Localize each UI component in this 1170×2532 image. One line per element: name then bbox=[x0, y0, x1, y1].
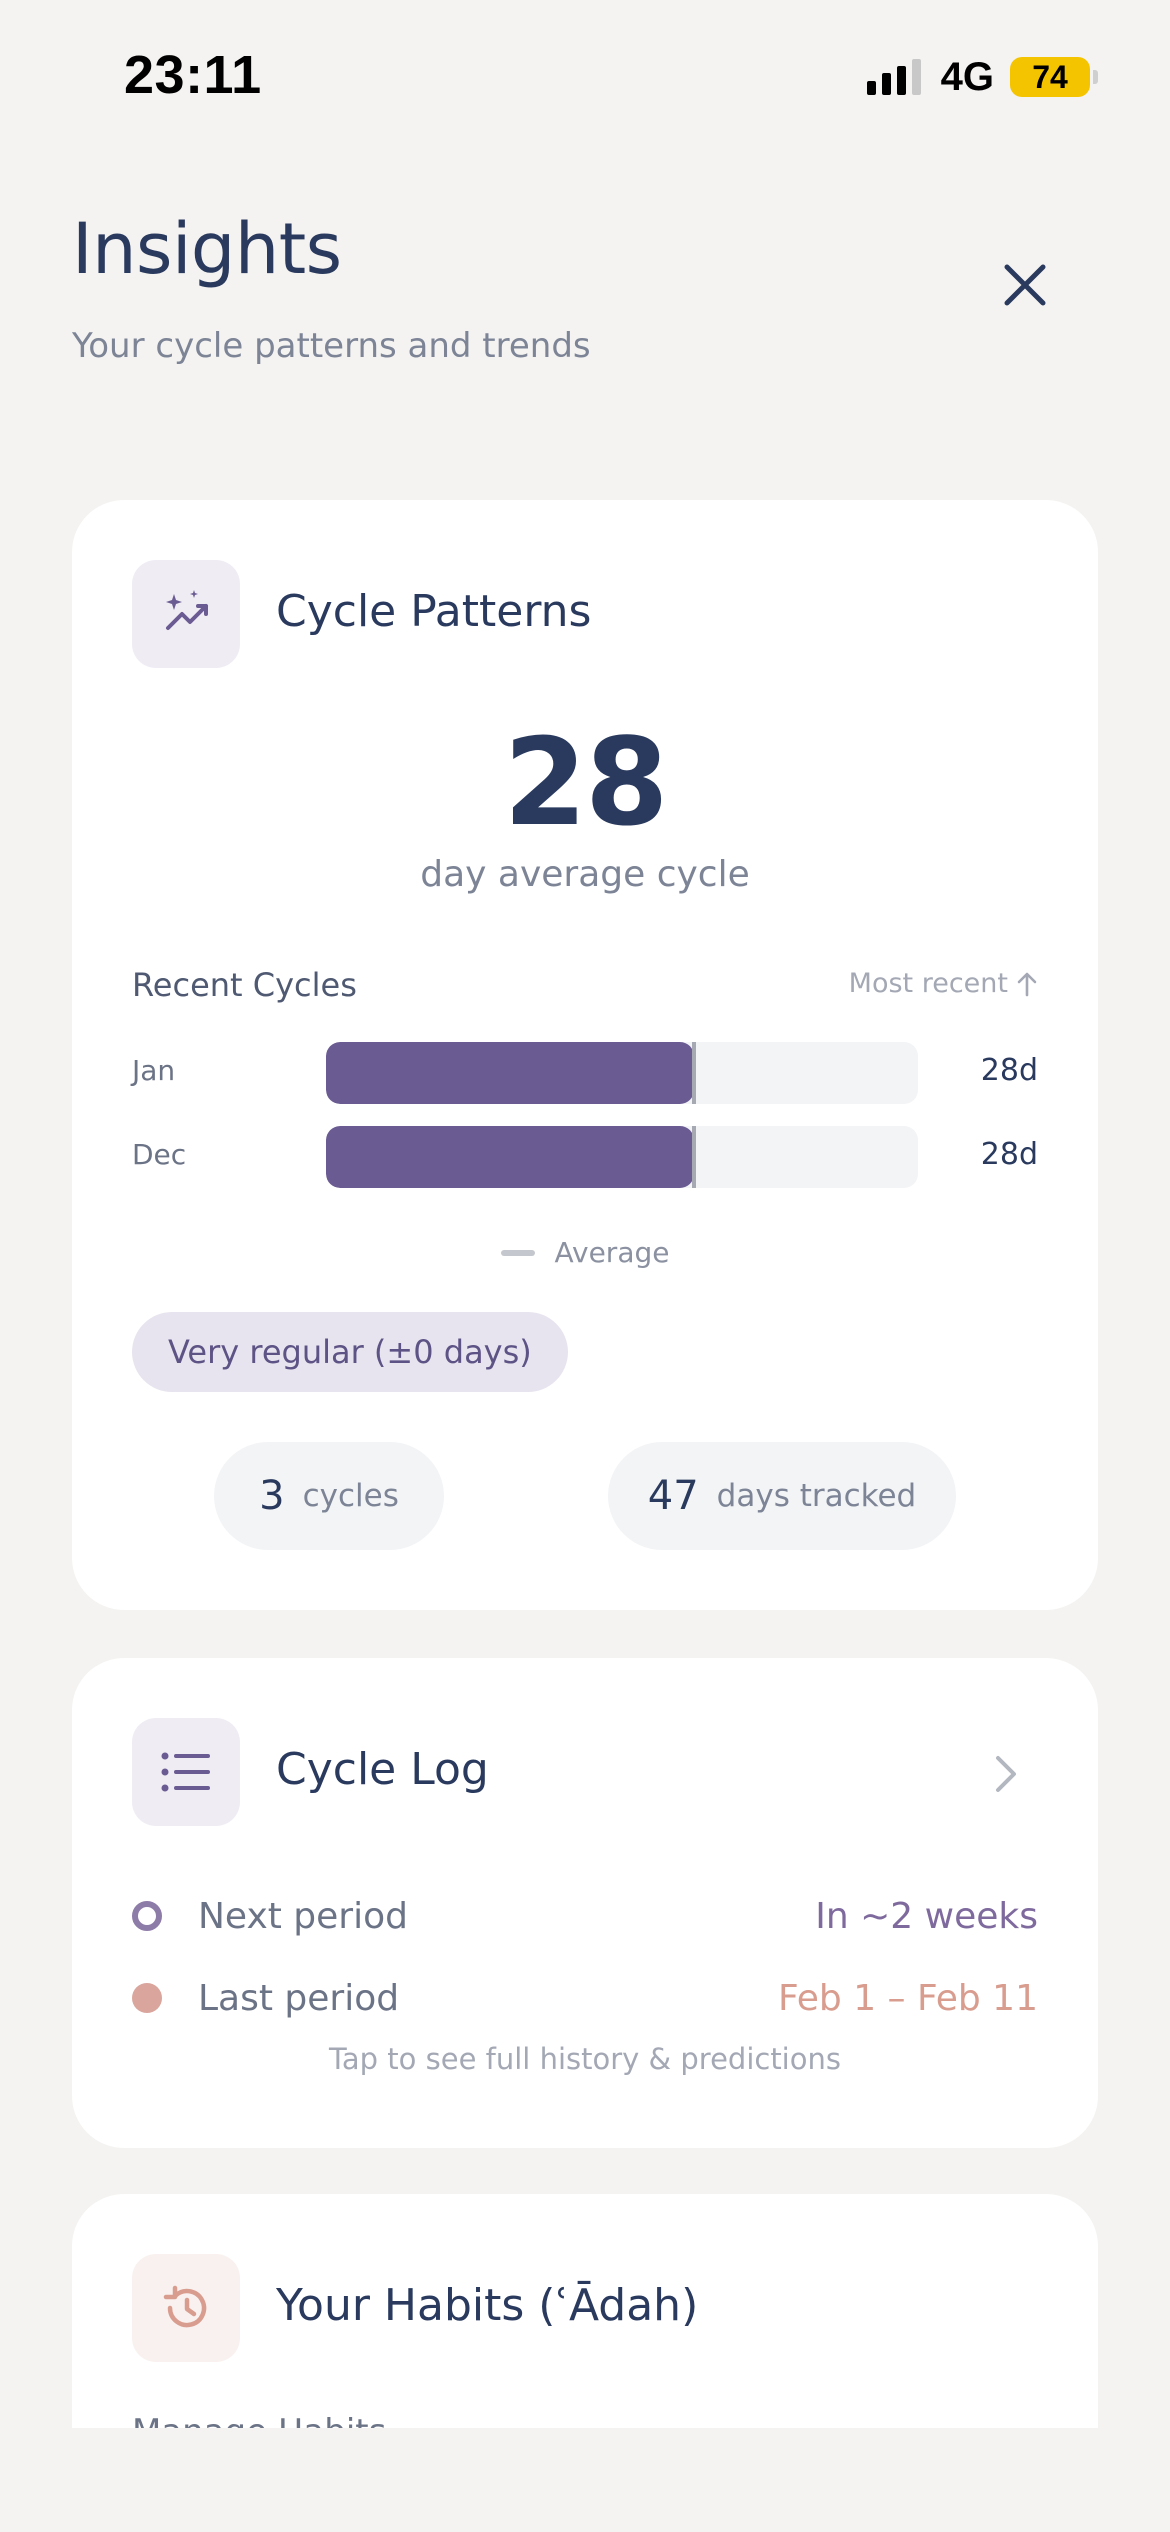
signal-icon bbox=[866, 59, 921, 95]
average-legend-label: Average bbox=[554, 1236, 670, 1269]
solid-dot-icon bbox=[132, 1983, 162, 2013]
cycle-patterns-card: Cycle Patterns 28 day average cycle Rece… bbox=[72, 500, 1098, 1610]
last-period-row: Last period Feb 1 – Feb 11 bbox=[132, 1968, 1038, 2028]
habits-title: Your Habits (ʿĀdah) bbox=[276, 2280, 699, 2331]
status-indicators: 4G 74 bbox=[866, 54, 1098, 100]
average-marker bbox=[692, 1126, 697, 1188]
network-label: 4G bbox=[940, 54, 994, 99]
page-title: Insights bbox=[72, 208, 342, 290]
average-legend-line bbox=[500, 1249, 535, 1256]
cycle-log-open-button[interactable] bbox=[986, 1746, 1026, 1802]
list-icon bbox=[161, 1752, 210, 1792]
cycle-month: Jan bbox=[132, 1054, 176, 1087]
stat-unit: days tracked bbox=[716, 1478, 917, 1514]
cycle-month: Dec bbox=[132, 1138, 187, 1171]
next-period-value: In ~2 weeks bbox=[815, 1895, 1038, 1937]
cycle-log-hint: Tap to see full history & predictions bbox=[329, 2042, 841, 2076]
cycle-log-icon-tile bbox=[132, 1718, 240, 1826]
last-period-value: Feb 1 – Feb 11 bbox=[778, 1977, 1038, 2019]
sparkle-chart-icon bbox=[166, 590, 208, 630]
cycle-bar-track bbox=[326, 1042, 918, 1104]
page-subtitle: Your cycle patterns and trends bbox=[72, 326, 591, 366]
sort-toggle[interactable]: Most recent bbox=[849, 968, 1038, 999]
average-marker bbox=[692, 1042, 697, 1104]
status-time: 23:11 bbox=[124, 45, 262, 105]
last-period-label: Last period bbox=[198, 1977, 400, 2019]
cycle-bar-track bbox=[326, 1126, 918, 1188]
days-tracked-pill: 47 days tracked bbox=[608, 1442, 956, 1550]
battery-icon: 74 bbox=[1010, 57, 1098, 97]
average-cycle-caption: day average cycle bbox=[420, 854, 750, 895]
battery-level: 74 bbox=[1032, 58, 1068, 95]
stat-number: 47 bbox=[647, 1473, 699, 1519]
next-period-row: Next period In ~2 weeks bbox=[132, 1886, 1038, 1946]
habits-icon-tile bbox=[132, 2254, 240, 2362]
stat-unit: cycles bbox=[302, 1478, 399, 1514]
recent-cycles-label: Recent Cycles bbox=[132, 966, 357, 1004]
cycle-length: 28d bbox=[980, 1053, 1038, 1088]
arrow-up-icon bbox=[1017, 972, 1037, 996]
sort-label: Most recent bbox=[848, 968, 1008, 999]
close-button[interactable] bbox=[994, 254, 1056, 316]
cycle-log-card[interactable]: Cycle Log Next period In ~2 weeks Last p… bbox=[72, 1658, 1098, 2148]
average-legend: Average bbox=[72, 1236, 1098, 1269]
regularity-badge: Very regular (±0 days) bbox=[132, 1312, 568, 1392]
cycle-bar bbox=[326, 1126, 695, 1188]
next-period-label: Next period bbox=[198, 1895, 408, 1937]
close-icon bbox=[1004, 264, 1046, 306]
cycle-log-title: Cycle Log bbox=[276, 1744, 489, 1795]
ring-dot-icon bbox=[132, 1901, 162, 1931]
cycle-row: Dec 28d bbox=[132, 1126, 1038, 1188]
chevron-right-icon bbox=[996, 1756, 1016, 1792]
history-icon bbox=[163, 2285, 207, 2328]
cycle-bar bbox=[326, 1042, 695, 1104]
cycle-row: Jan 28d bbox=[132, 1042, 1038, 1104]
cycle-length: 28d bbox=[980, 1137, 1038, 1172]
stat-number: 3 bbox=[259, 1473, 285, 1519]
cycles-count-pill: 3 cycles bbox=[214, 1442, 444, 1550]
bottom-fade bbox=[0, 2428, 1170, 2532]
cycle-patterns-icon-tile bbox=[132, 560, 240, 668]
average-cycle-value: 28 bbox=[503, 714, 669, 853]
cycle-patterns-title: Cycle Patterns bbox=[276, 586, 592, 637]
